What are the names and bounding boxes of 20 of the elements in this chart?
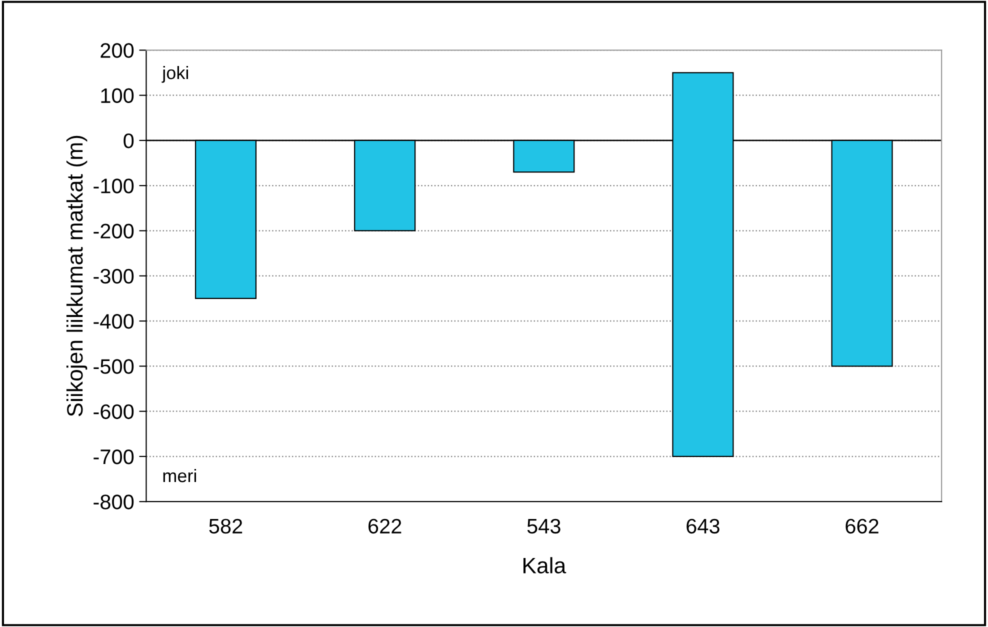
x-tick-label: 662 [846, 518, 878, 534]
y-tick-label: -100 [94, 178, 134, 194]
y-tick-label: -200 [94, 224, 134, 238]
annotation: meri [163, 468, 196, 482]
y-tick-label: -700 [94, 449, 134, 464]
y-tick-label: 100 [101, 88, 134, 104]
annotation: joki [162, 66, 188, 83]
y-tick-label: -800 [94, 494, 134, 510]
y-axis-title: Siikojen liikkumat matkat (m) [66, 136, 88, 416]
x-tick-label: 643 [686, 518, 720, 534]
x-tick-label: 582 [209, 518, 242, 534]
y-tick-label: -500 [94, 359, 134, 374]
y-tick-label: -300 [94, 268, 134, 284]
y-tick-label: 200 [100, 43, 134, 58]
y-tick-label: 0 [124, 133, 134, 148]
x-axis-title: Kala [523, 557, 566, 574]
x-tick-label: 543 [527, 518, 560, 534]
y-tick-label: -600 [94, 404, 134, 420]
y-tick-label: -400 [94, 314, 134, 329]
x-tick-label: 622 [368, 518, 402, 534]
